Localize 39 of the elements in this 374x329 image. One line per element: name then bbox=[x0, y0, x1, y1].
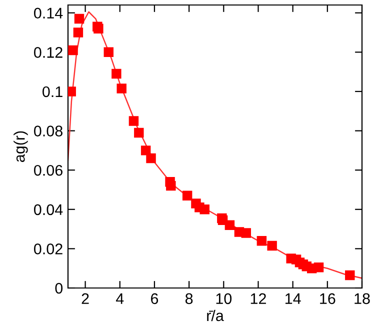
x-tick-label: 6 bbox=[151, 293, 158, 304]
point bbox=[128, 116, 139, 126]
point bbox=[224, 220, 235, 230]
y-tick-label: 0.1 bbox=[42, 86, 62, 98]
y-tick-label: 0.14 bbox=[34, 8, 63, 19]
x-tick-label: 14 bbox=[285, 293, 301, 304]
x-tick-label: 2 bbox=[82, 293, 89, 304]
line-series bbox=[68, 11, 362, 279]
point bbox=[182, 190, 192, 200]
point bbox=[314, 262, 324, 272]
point bbox=[116, 84, 126, 94]
point bbox=[74, 14, 84, 24]
x-tick-label: 18 bbox=[354, 293, 370, 304]
point bbox=[345, 270, 355, 280]
y-tick-label: 0 bbox=[55, 282, 63, 294]
x-axis-title: r̄/a bbox=[207, 310, 224, 322]
y-tick-label: 0.02 bbox=[34, 244, 62, 254]
x-tick-label: 16 bbox=[320, 293, 336, 304]
y-axis-title: ag(r) bbox=[14, 131, 28, 162]
point bbox=[134, 128, 144, 138]
point bbox=[256, 236, 267, 246]
point bbox=[104, 47, 114, 58]
point bbox=[73, 28, 84, 38]
y-tick-label: 0.06 bbox=[34, 164, 62, 176]
x-tick-label: 4 bbox=[116, 293, 124, 304]
point bbox=[140, 146, 151, 156]
x-tick-label: 12 bbox=[250, 293, 266, 304]
point bbox=[267, 240, 277, 251]
y-tick-label: 0.12 bbox=[34, 47, 62, 58]
y-tick-label: 0.08 bbox=[34, 126, 62, 136]
point bbox=[146, 153, 156, 164]
x-tick-label: 10 bbox=[216, 293, 232, 304]
point bbox=[200, 204, 210, 214]
x-tick-label: 8 bbox=[185, 293, 193, 304]
point bbox=[112, 68, 122, 79]
y-tick-label: 0.04 bbox=[34, 204, 63, 216]
point bbox=[241, 228, 251, 238]
point bbox=[68, 45, 78, 56]
point bbox=[166, 180, 176, 191]
